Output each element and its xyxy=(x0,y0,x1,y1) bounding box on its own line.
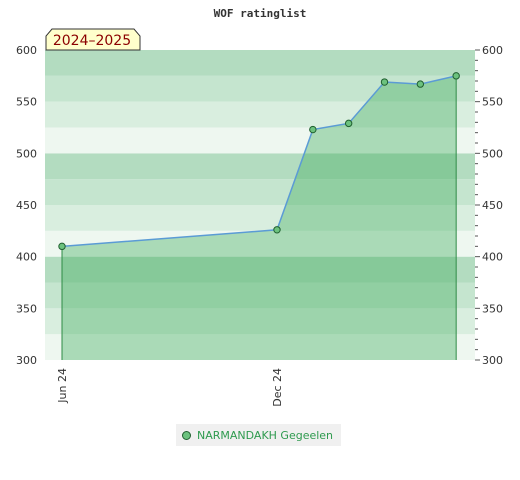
series-area xyxy=(62,75,457,360)
y-tick-label-left: 450 xyxy=(16,199,37,212)
axes: 300 300 350 350 400 400 450 450 500 500 550 550 600 6… xyxy=(16,44,503,407)
band xyxy=(45,334,475,360)
data-point[interactable] xyxy=(344,119,353,128)
y-tick-label-left: 400 xyxy=(16,251,37,264)
x-tick-label: Dec 24 xyxy=(271,368,284,407)
y-tick-label-left: 300 xyxy=(16,354,37,367)
chart-title: WOF ratinglist xyxy=(214,7,307,20)
data-point[interactable] xyxy=(416,80,425,88)
band xyxy=(45,101,475,128)
y-tick-label-right: 400 xyxy=(482,251,503,264)
y-tick-label-left: 350 xyxy=(16,302,37,315)
band xyxy=(45,75,475,102)
x-tick-label: Jun 24 xyxy=(56,368,69,404)
data-point[interactable] xyxy=(309,125,317,134)
band xyxy=(45,153,475,180)
data-point[interactable] xyxy=(273,226,281,234)
y-tick-label-left: 500 xyxy=(16,147,37,160)
y-tick-label-right: 600 xyxy=(482,44,503,57)
band xyxy=(45,230,475,257)
data-point[interactable] xyxy=(58,242,66,251)
y-tick-label-right: 500 xyxy=(482,147,503,160)
y-tick-label-left: 600 xyxy=(16,44,37,57)
season-badge: 2024–2025 xyxy=(45,28,141,51)
band xyxy=(45,256,475,283)
legend-series-name: NARMANDAKH Gegeelen xyxy=(197,428,334,442)
data-points xyxy=(58,72,460,251)
legend-marker-icon xyxy=(182,430,191,440)
band xyxy=(45,205,475,231)
y-tick-label-right: 300 xyxy=(482,354,503,367)
band xyxy=(45,50,475,76)
season-badge-label: 2024–2025 xyxy=(53,33,131,49)
y-tick-label-right: 550 xyxy=(482,96,503,109)
y-tick-label-left: 550 xyxy=(16,96,37,109)
background-bands xyxy=(45,50,475,360)
y-tick-label-right: 350 xyxy=(482,302,503,315)
band xyxy=(45,282,475,309)
legend: NARMANDAKH Gegeelen xyxy=(176,424,342,446)
data-point[interactable] xyxy=(452,72,460,80)
band xyxy=(45,308,475,335)
band xyxy=(45,179,475,205)
y-tick-label-right: 450 xyxy=(482,199,503,212)
data-point[interactable] xyxy=(380,78,389,86)
band xyxy=(45,127,475,154)
